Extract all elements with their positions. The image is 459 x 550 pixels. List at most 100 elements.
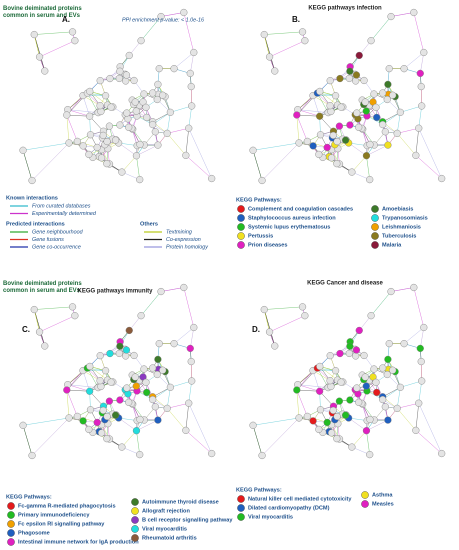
node	[125, 123, 133, 131]
edge	[397, 408, 416, 431]
legend-label: Natural killer cell mediated cytotoxicit…	[248, 496, 352, 502]
node	[370, 365, 378, 373]
legend-heading: Others	[140, 221, 158, 227]
node	[316, 362, 324, 371]
node	[271, 67, 279, 75]
legend-label: Prion diseases	[248, 242, 288, 248]
edge	[351, 430, 367, 448]
legend-swatch	[361, 491, 369, 499]
ppi-note: PPI enrichment p-value: < 1.0e-16	[122, 17, 204, 23]
edge	[34, 309, 45, 347]
node	[258, 451, 266, 460]
node	[335, 122, 343, 130]
node	[142, 378, 150, 386]
node	[155, 339, 163, 348]
node	[154, 355, 162, 363]
legend-label: Trypanosomiasis	[382, 215, 428, 221]
node	[116, 67, 124, 75]
legend-label: Intestinal immune network for IgA produc…	[18, 539, 139, 545]
legend-label: Fc epsilon RI signalling pathway	[18, 521, 105, 527]
legend-label: Staphylococcus aureus infection	[248, 215, 336, 221]
panel-letter: D.	[252, 325, 260, 334]
legend-label: Measles	[372, 501, 394, 507]
node	[326, 352, 334, 360]
node	[416, 344, 424, 353]
node	[208, 449, 216, 458]
panel-subtitle: KEGG Cancer and disease	[307, 281, 383, 287]
edge	[34, 309, 40, 332]
node	[249, 146, 257, 154]
legend-swatch	[131, 534, 139, 542]
edge	[34, 306, 73, 310]
node	[379, 120, 387, 129]
node	[336, 349, 344, 358]
edge	[89, 91, 108, 106]
node	[154, 80, 162, 88]
node	[295, 139, 303, 147]
node	[106, 74, 114, 83]
node	[151, 128, 159, 136]
node	[132, 382, 140, 390]
node	[387, 287, 395, 296]
legend-heading: KEGG Pathways:	[236, 197, 282, 203]
legend-swatch	[371, 223, 379, 231]
node	[79, 417, 87, 425]
node	[249, 421, 257, 429]
edge	[413, 12, 424, 53]
node	[389, 91, 397, 99]
node	[389, 366, 397, 374]
node	[71, 37, 79, 45]
node	[115, 349, 123, 358]
legend-swatch	[361, 500, 369, 508]
edge	[167, 403, 189, 409]
edge	[366, 430, 370, 455]
edge	[87, 93, 99, 113]
node	[170, 340, 178, 348]
edge	[31, 417, 70, 456]
node	[438, 174, 446, 183]
node	[355, 123, 363, 131]
edge	[34, 34, 45, 72]
edge	[415, 128, 419, 156]
node	[98, 154, 106, 162]
edge	[351, 155, 367, 173]
node	[86, 131, 95, 139]
node	[149, 364, 157, 372]
node	[309, 417, 317, 425]
node	[122, 77, 130, 85]
edge	[140, 291, 162, 316]
node	[316, 387, 324, 395]
node	[355, 398, 363, 406]
legend-label: Allograft rejection	[142, 508, 190, 514]
node	[123, 384, 131, 392]
panel-title: Bovine deiminated proteins common in seru…	[3, 281, 82, 294]
edge	[366, 419, 388, 431]
panel: KEGG Cancer and disease D. KEGG Pathways: N…	[236, 281, 446, 521]
node	[354, 115, 362, 123]
node	[99, 406, 107, 415]
node	[316, 112, 324, 120]
node	[366, 415, 374, 424]
edge	[366, 144, 388, 156]
edge	[317, 93, 329, 113]
node	[354, 390, 362, 398]
node	[73, 137, 81, 145]
node	[122, 352, 130, 360]
edge	[261, 142, 300, 181]
edge	[185, 155, 212, 179]
node	[298, 28, 307, 36]
node	[190, 48, 198, 57]
panel: Bovine deiminated proteins common in seru…	[3, 6, 216, 250]
node	[393, 404, 401, 412]
edge	[397, 128, 419, 134]
node	[208, 174, 216, 183]
edge	[264, 31, 303, 35]
edge	[348, 417, 367, 431]
edge	[319, 366, 338, 381]
edge	[140, 16, 162, 41]
node	[329, 406, 337, 415]
edge	[261, 417, 300, 456]
node	[28, 451, 36, 460]
node	[130, 351, 138, 360]
